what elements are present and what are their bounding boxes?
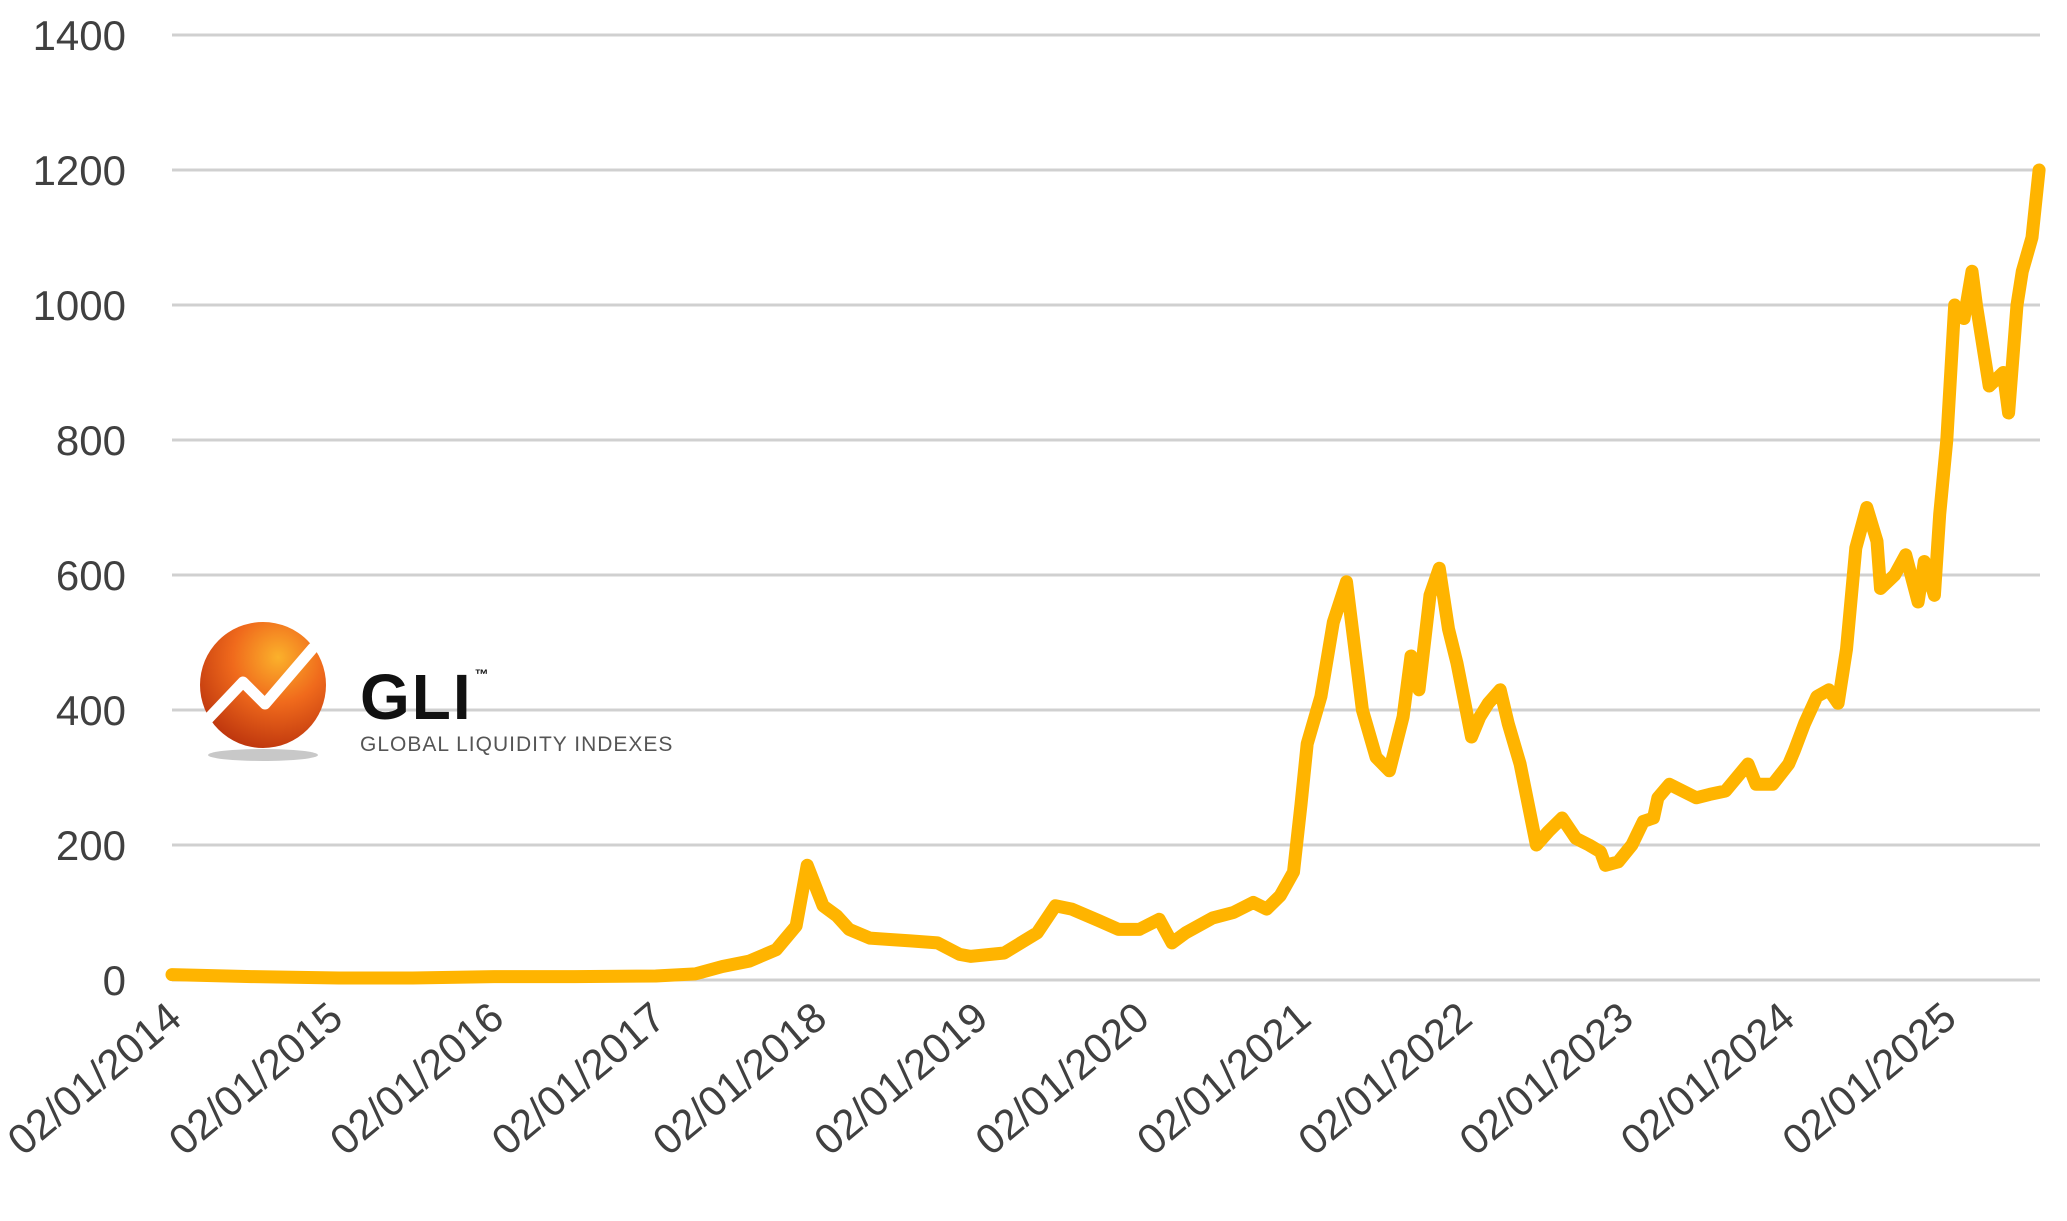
y-axis-ticks: 0 200 400 600 800 1000 1200 1400 <box>33 12 126 1004</box>
y-tick-label: 400 <box>56 687 126 734</box>
logo-text: GLI ™ GLOBAL LIQUIDITY INDEXES <box>360 665 673 757</box>
x-tick-label: 02/01/2017 <box>483 993 674 1164</box>
x-axis-ticks: 02/01/201402/01/201502/01/201602/01/2017… <box>0 993 1965 1164</box>
logo-shadow <box>208 749 318 761</box>
y-tick-label: 200 <box>56 822 126 869</box>
y-tick-label: 1200 <box>33 147 126 194</box>
x-tick-label: 02/01/2016 <box>321 993 512 1164</box>
logo-tagline: GLOBAL LIQUIDITY INDEXES <box>360 733 674 756</box>
y-tick-label: 800 <box>56 417 126 464</box>
gridlines <box>172 33 2040 982</box>
x-tick-label: 02/01/2015 <box>160 993 351 1164</box>
x-tick-label: 02/01/2024 <box>1612 993 1803 1164</box>
logo-name: GLI ™ <box>360 661 491 733</box>
series-line <box>165 163 2046 985</box>
orange-sphere-rising-arrow-icon <box>200 622 326 748</box>
x-tick-label: 02/01/2022 <box>1289 993 1480 1164</box>
y-tick-label: 600 <box>56 552 126 599</box>
trademark-symbol: ™ <box>474 666 491 682</box>
x-tick-label: 02/01/2014 <box>0 993 190 1164</box>
x-tick-label: 02/01/2018 <box>644 993 835 1164</box>
y-tick-label: 0 <box>103 957 126 1004</box>
x-tick-label: 02/01/2021 <box>1128 993 1319 1164</box>
rising-arrow-icon <box>201 642 319 726</box>
y-tick-label: 1000 <box>33 282 126 329</box>
x-tick-label: 02/01/2025 <box>1773 993 1964 1164</box>
y-tick-label: 1400 <box>33 12 126 59</box>
gli-logo <box>200 622 326 761</box>
x-tick-label: 02/01/2019 <box>805 993 996 1164</box>
x-tick-label: 02/01/2020 <box>966 993 1157 1164</box>
x-tick-label: 02/01/2023 <box>1450 993 1641 1164</box>
